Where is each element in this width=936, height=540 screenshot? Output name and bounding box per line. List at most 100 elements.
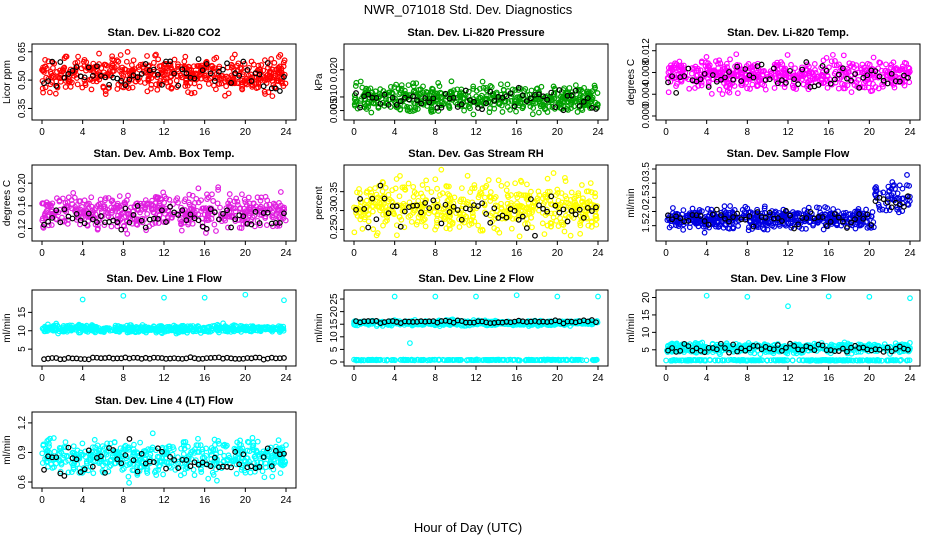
- data-point: [217, 204, 223, 211]
- data-point: [456, 224, 463, 230]
- reference-point: [722, 74, 728, 81]
- data-point: [266, 201, 273, 208]
- reference-point: [175, 212, 182, 218]
- data-point: [241, 196, 248, 203]
- reference-point: [823, 222, 830, 229]
- data-point: [585, 222, 592, 229]
- reference-point: [393, 203, 400, 210]
- reference-point: [544, 208, 551, 215]
- data-point: [204, 196, 211, 202]
- reference-point: [528, 95, 534, 102]
- data-point: [553, 217, 560, 224]
- data-point: [446, 103, 452, 110]
- data-point: [209, 191, 215, 198]
- data-point: [236, 327, 243, 333]
- data-point: [761, 226, 767, 233]
- reference-point: [896, 201, 903, 208]
- data-point: [723, 209, 730, 216]
- data-point: [518, 192, 524, 198]
- reference-point: [224, 60, 230, 67]
- data-point: [39, 67, 46, 74]
- reference-point: [552, 104, 559, 111]
- reference-point: [77, 217, 84, 224]
- reference-point: [410, 93, 416, 100]
- reference-point: [827, 218, 834, 225]
- data-point: [872, 84, 879, 90]
- x-tick-label: 12: [158, 127, 170, 138]
- reference-point: [705, 221, 712, 228]
- data-point: [222, 92, 228, 99]
- data-point: [431, 209, 438, 215]
- reference-point: [876, 73, 883, 80]
- data-point: [83, 328, 89, 334]
- reference-point: [787, 212, 793, 219]
- data-point: [723, 60, 730, 67]
- y-axis-label: kPa: [314, 73, 325, 91]
- y-tick-label: 5: [17, 346, 28, 352]
- data-point: [533, 86, 540, 93]
- data-point: [185, 199, 192, 206]
- data-point: [880, 189, 887, 196]
- reference-point: [195, 56, 202, 63]
- data-point: [273, 326, 279, 333]
- data-point: [883, 207, 890, 214]
- x-tick-label: 4: [704, 127, 710, 138]
- data-point: [717, 60, 724, 67]
- data-point: [876, 206, 883, 213]
- data-point: [96, 50, 102, 57]
- data-point: [721, 203, 728, 210]
- data-point: [742, 203, 749, 210]
- data-point-low: [476, 357, 483, 363]
- y-tick-label: 10: [329, 331, 340, 343]
- reference-point: [406, 96, 412, 103]
- data-point: [487, 189, 494, 195]
- data-point: [108, 198, 115, 205]
- data-point: [703, 54, 710, 60]
- data-point: [864, 60, 871, 67]
- data-point: [743, 210, 749, 217]
- data-point: [435, 80, 442, 86]
- data-point: [807, 218, 814, 225]
- data-point: [754, 69, 760, 76]
- data-point: [97, 203, 104, 210]
- data-point: [692, 218, 699, 225]
- data-point: [412, 107, 418, 113]
- data-point: [538, 101, 545, 108]
- reference-point: [418, 209, 425, 216]
- data-point: [518, 179, 525, 185]
- reference-point: [536, 202, 542, 209]
- reference-point: [835, 214, 842, 221]
- data-point: [109, 68, 116, 74]
- data-point: [886, 187, 893, 194]
- outlier-point: [281, 297, 287, 304]
- data-point: [674, 80, 680, 87]
- data-point: [119, 64, 126, 71]
- data-point: [42, 210, 49, 217]
- data-point-low: [504, 357, 511, 364]
- data-point: [83, 325, 90, 331]
- y-tick-label: 1.5: [641, 218, 652, 232]
- data-point: [465, 88, 472, 95]
- reference-point: [507, 90, 514, 97]
- data-point: [541, 231, 548, 237]
- data-point: [132, 328, 139, 335]
- reference-point: [381, 195, 388, 202]
- data-point: [704, 206, 711, 212]
- y-tick-label: 20: [329, 306, 340, 318]
- reference-point: [734, 210, 741, 217]
- data-point: [828, 58, 835, 65]
- data-point: [576, 94, 583, 101]
- x-tick-label: 0: [351, 373, 357, 384]
- points: [351, 292, 601, 364]
- data-point: [886, 71, 893, 77]
- data-point: [245, 72, 252, 79]
- data-point: [433, 223, 440, 230]
- data-point: [175, 63, 181, 70]
- data-point: [558, 190, 565, 197]
- reference-point: [560, 206, 567, 213]
- reference-point: [361, 206, 368, 212]
- data-point: [513, 108, 519, 115]
- data-point: [477, 189, 484, 196]
- data-point: [592, 85, 598, 92]
- data-point: [182, 196, 189, 203]
